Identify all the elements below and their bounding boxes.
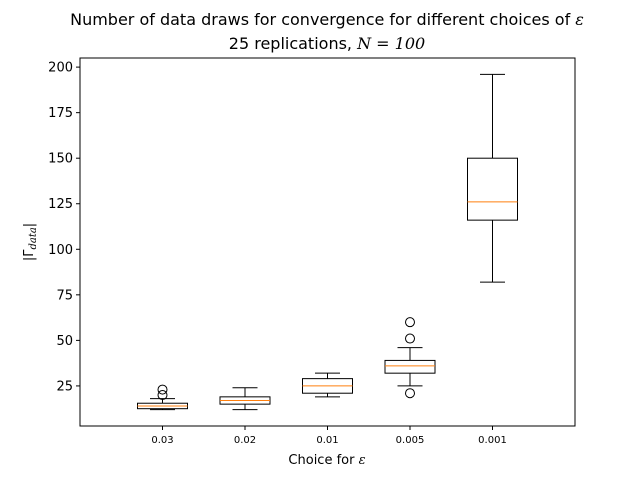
x-tick-label: 0.005 xyxy=(396,435,425,446)
plot-area-frame xyxy=(79,57,576,427)
y-tick-label: 125 xyxy=(48,197,73,212)
x-tick-label: 0.01 xyxy=(316,435,338,446)
box-0.001 xyxy=(467,73,518,283)
chart-title: Number of data draws for convergence for… xyxy=(70,10,584,29)
x-tick-label: 0.03 xyxy=(151,435,173,446)
x-axis-label: Choice for ε xyxy=(288,453,365,468)
boxes xyxy=(137,73,518,411)
y-axis-label: |Γdata| xyxy=(22,223,39,261)
x-tick-label: 0.001 xyxy=(478,435,507,446)
flier-point xyxy=(405,333,415,344)
flier-point xyxy=(157,390,168,401)
y-tick-label: 25 xyxy=(56,379,73,394)
x-axis: 0.03 0.02 0.01 0.005 0.001 xyxy=(151,426,507,446)
box-0.005 xyxy=(384,317,436,399)
y-tick-label: 175 xyxy=(48,106,73,121)
flier-point xyxy=(405,317,415,328)
box-0.03 xyxy=(137,384,188,411)
iqr-box xyxy=(384,359,436,374)
y-tick-label: 100 xyxy=(48,243,73,258)
box-0.01 xyxy=(302,372,353,398)
x-tick-label: 0.02 xyxy=(234,435,256,446)
y-tick-label: 150 xyxy=(48,152,73,167)
y-axis: 25 50 75 100 125 150 175 200 xyxy=(48,61,80,394)
flier-point xyxy=(405,388,415,399)
y-tick-label: 75 xyxy=(56,288,73,303)
y-tick-label: 50 xyxy=(56,334,73,349)
y-tick-label: 200 xyxy=(48,61,73,76)
iqr-box xyxy=(467,157,518,221)
flier-point xyxy=(157,384,168,395)
chart-subtitle: 25 replications, N = 100 xyxy=(229,34,425,53)
box-0.02 xyxy=(219,387,271,411)
